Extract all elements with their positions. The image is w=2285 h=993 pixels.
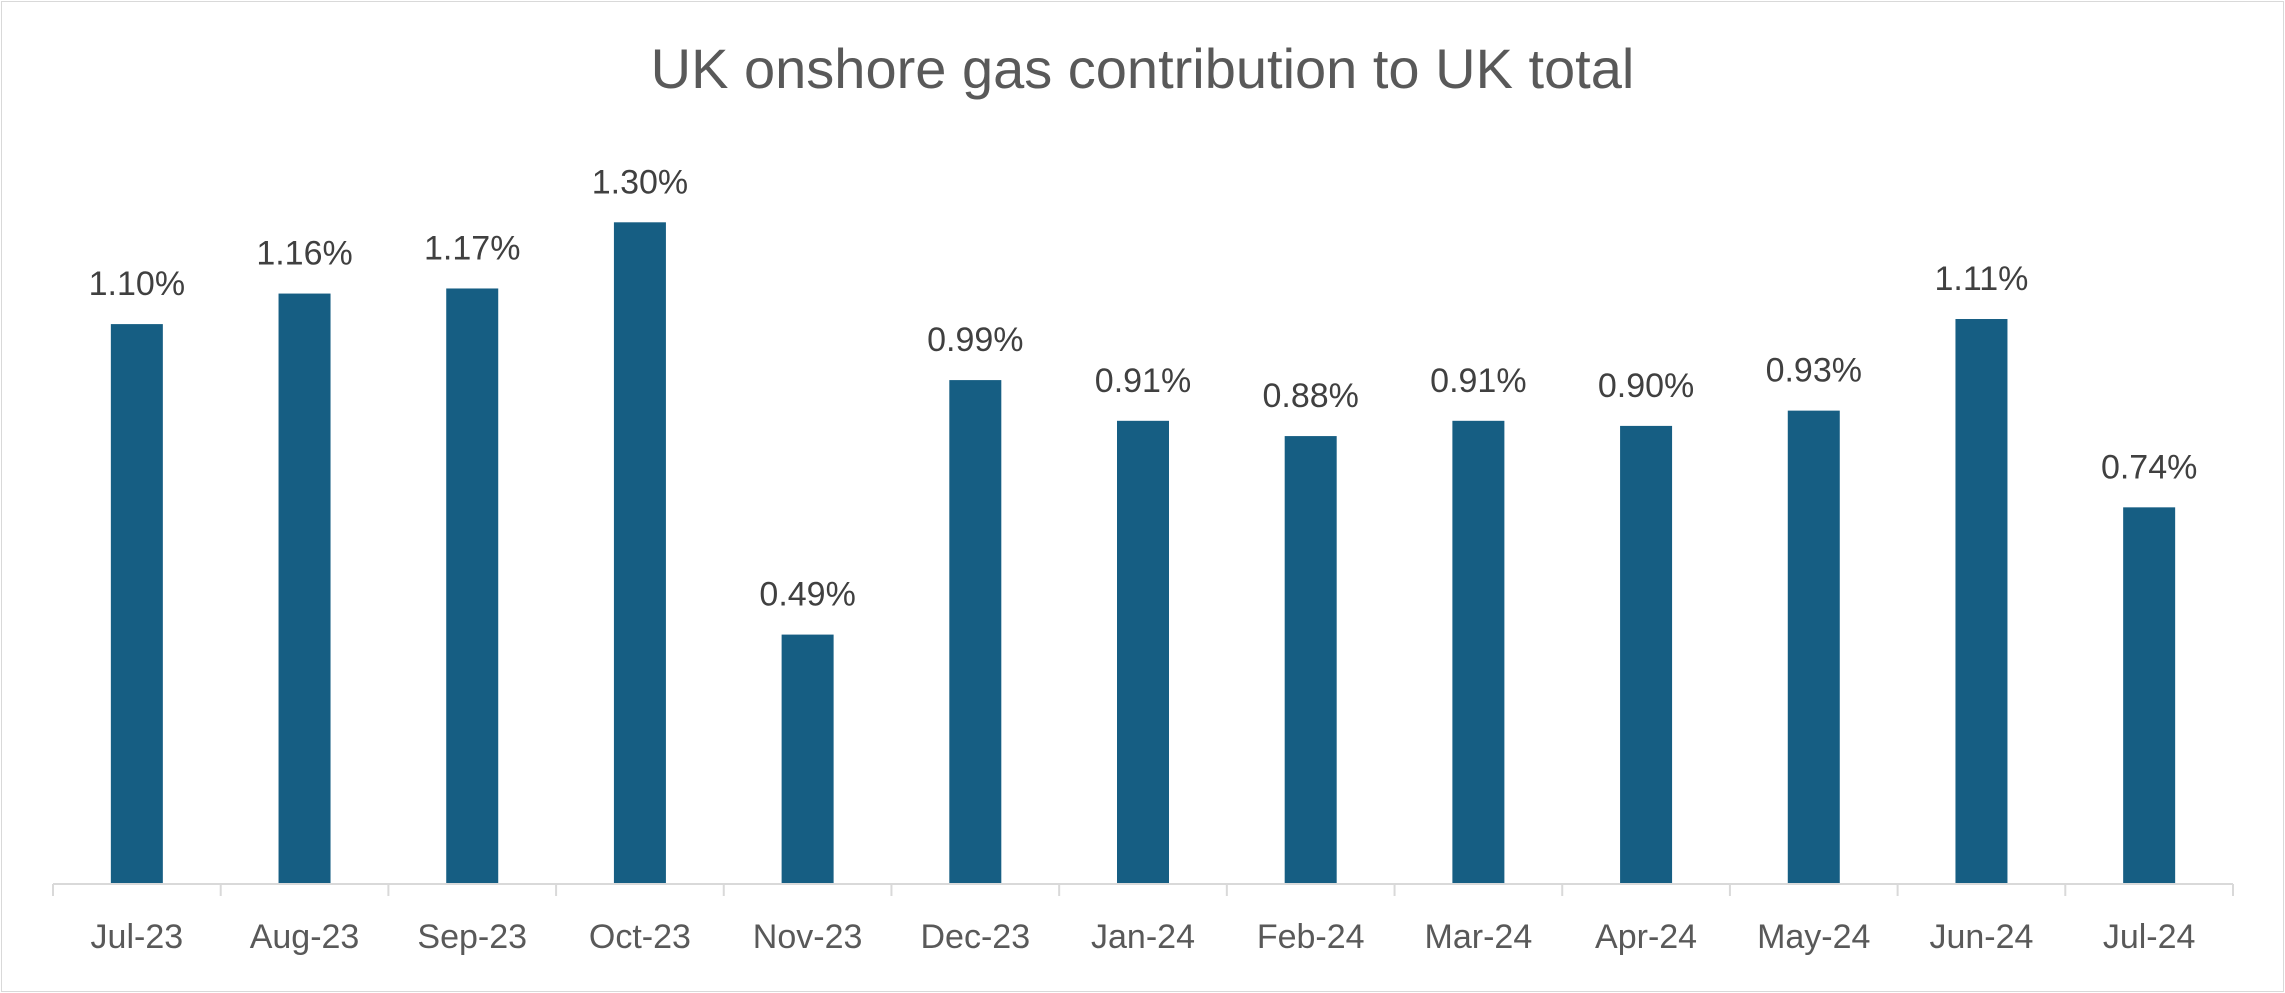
bar <box>613 222 666 885</box>
bar <box>1620 425 1673 884</box>
data-label: 0.91% <box>1095 362 1191 400</box>
chart-title: UK onshore gas contribution to UK total <box>650 37 1635 100</box>
bar <box>278 293 331 884</box>
bar <box>1117 420 1169 884</box>
x-tick-label: Sep-23 <box>417 918 527 956</box>
bar <box>781 634 834 884</box>
bar <box>949 380 1002 884</box>
data-labels: 1.10% 1.16% 1.17% 1.30% 0.49% 0.99% 0.91% 0.88%… <box>89 163 2198 613</box>
data-label: 0.90% <box>1598 367 1694 405</box>
x-tick-label: Jun-24 <box>1929 918 2033 956</box>
x-tick-label: Dec-23 <box>921 918 1031 956</box>
x-tick-label: Nov-23 <box>753 918 863 956</box>
x-tick-label: Jul-23 <box>91 918 184 956</box>
bar <box>446 288 499 885</box>
data-label: 1.17% <box>424 229 520 267</box>
bar <box>2123 507 2176 884</box>
data-label: 0.74% <box>2101 448 2197 486</box>
bar <box>1452 420 1505 884</box>
data-label: 0.99% <box>927 321 1023 359</box>
data-label: 0.93% <box>1766 352 1862 390</box>
x-tick-label: Feb-24 <box>1257 918 1365 956</box>
x-tick-label: Jan-24 <box>1091 918 1195 956</box>
bar-series <box>110 222 2176 885</box>
bar <box>1787 410 1840 884</box>
data-label: 1.16% <box>256 235 352 273</box>
x-axis: Jul-23 Aug-23 Sep-23 Oct-23 Nov-23 Dec-23 Jan-… <box>52 883 2234 956</box>
bar <box>110 324 163 885</box>
bar <box>1955 319 2008 884</box>
x-tick-label: Apr-24 <box>1595 918 1697 956</box>
x-tick-label: Jul-24 <box>2103 918 2196 956</box>
data-label: 0.88% <box>1262 377 1358 415</box>
data-label: 0.91% <box>1430 362 1526 400</box>
data-label: 1.11% <box>1935 260 2029 298</box>
x-tick-label: Oct-23 <box>589 918 691 956</box>
bar <box>1284 436 1337 884</box>
x-tick-label: May-24 <box>1757 918 1870 956</box>
data-label: 1.10% <box>89 265 185 303</box>
x-tick-label: Aug-23 <box>250 918 360 956</box>
data-label: 1.30% <box>592 163 688 201</box>
x-tick-label: Mar-24 <box>1425 918 1533 956</box>
data-label: 0.49% <box>759 576 855 614</box>
